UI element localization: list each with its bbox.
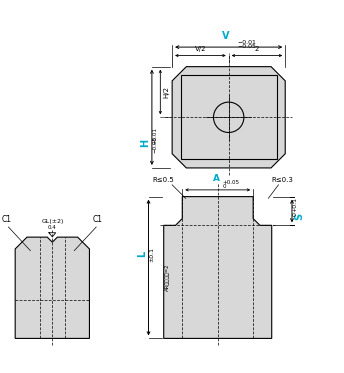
Text: H: H (140, 138, 150, 147)
Text: A: A (213, 174, 219, 183)
Text: AR寸有数桂=2: AR寸有数桂=2 (165, 264, 170, 291)
Text: C1: C1 (2, 214, 12, 224)
Text: −0.01: −0.01 (237, 40, 256, 46)
Text: 0: 0 (223, 184, 226, 189)
Text: GL(±2): GL(±2) (41, 219, 64, 224)
Text: +0.05: +0.05 (223, 180, 240, 185)
Text: R≤0.3: R≤0.3 (271, 177, 293, 183)
Text: +0.1: +0.1 (292, 197, 297, 212)
Polygon shape (172, 67, 285, 168)
Text: −0.05: −0.05 (237, 44, 256, 49)
Bar (181, 75, 277, 160)
Text: C1: C1 (93, 214, 103, 224)
Text: R≤0.5: R≤0.5 (153, 177, 175, 183)
Text: V/2: V/2 (195, 46, 206, 52)
Text: −0.05: −0.05 (153, 136, 158, 153)
Text: 0: 0 (292, 212, 297, 216)
Text: H/2: H/2 (164, 86, 170, 98)
Text: ±0.1: ±0.1 (149, 247, 154, 261)
Text: −0.01: −0.01 (153, 128, 158, 144)
Text: S: S (295, 213, 305, 220)
Polygon shape (164, 197, 272, 338)
Polygon shape (15, 237, 89, 338)
Text: 0.4: 0.4 (48, 225, 57, 231)
Text: 2: 2 (255, 46, 259, 52)
Text: L: L (137, 251, 147, 257)
Text: V: V (222, 31, 229, 41)
